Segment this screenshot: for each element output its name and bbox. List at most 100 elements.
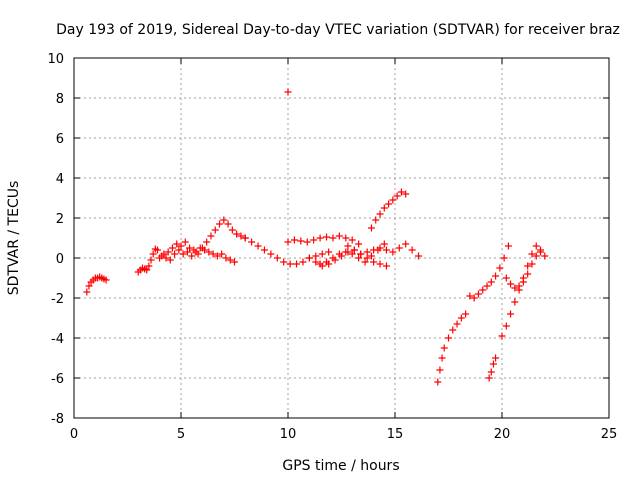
data-point-marker xyxy=(380,204,388,212)
data-point-marker xyxy=(181,238,189,246)
data-point-marker xyxy=(188,252,196,260)
y-tick-label: 0 xyxy=(56,252,64,267)
data-points xyxy=(83,88,549,386)
data-point-marker xyxy=(186,244,194,252)
data-point-marker xyxy=(483,282,491,290)
data-point-marker xyxy=(350,246,358,254)
data-point-marker xyxy=(286,260,294,268)
data-point-marker xyxy=(335,250,343,258)
data-point-marker xyxy=(171,250,179,258)
data-point-marker xyxy=(145,262,153,270)
data-point-marker xyxy=(434,378,442,386)
data-point-marker xyxy=(382,246,390,254)
data-point-marker xyxy=(507,310,515,318)
y-tick-label: -2 xyxy=(51,292,64,307)
data-point-marker xyxy=(220,216,228,224)
data-point-marker xyxy=(207,232,215,240)
data-point-marker xyxy=(342,234,350,242)
data-point-marker xyxy=(436,366,444,374)
data-point-marker xyxy=(389,196,397,204)
data-point-marker xyxy=(203,238,211,246)
data-point-marker xyxy=(192,248,200,256)
series-arc-7 xyxy=(284,232,363,248)
data-point-marker xyxy=(492,272,500,280)
data-point-marker xyxy=(290,236,298,244)
data-point-marker xyxy=(149,250,157,258)
data-point-marker xyxy=(312,252,320,260)
data-point-marker xyxy=(158,252,166,260)
data-point-marker xyxy=(231,258,238,266)
x-tick-label: 25 xyxy=(601,427,618,442)
x-tick-labels: 0 5 10 15 20 25 xyxy=(70,427,617,442)
data-point-marker xyxy=(479,286,487,294)
data-point-marker xyxy=(382,262,390,270)
data-point-marker xyxy=(445,334,452,342)
data-point-marker xyxy=(102,276,110,284)
data-point-marker xyxy=(177,242,185,250)
data-point-marker xyxy=(438,354,446,362)
data-point-marker xyxy=(164,248,172,256)
y-tick-label: 2 xyxy=(56,212,64,227)
data-point-marker xyxy=(226,256,234,264)
data-point-marker xyxy=(273,254,281,262)
y-tick-label: -4 xyxy=(51,332,64,347)
data-point-marker xyxy=(211,226,219,234)
data-point-marker xyxy=(449,326,457,334)
data-point-marker xyxy=(237,232,245,240)
data-point-marker xyxy=(496,264,504,272)
data-point-marker xyxy=(299,258,307,266)
data-point-marker xyxy=(166,256,174,264)
data-point-marker xyxy=(297,237,305,245)
series-arc-4 xyxy=(158,244,238,266)
data-point-marker xyxy=(376,260,384,268)
series-arc-5 xyxy=(241,234,333,268)
data-point-marker xyxy=(487,368,495,376)
data-point-marker xyxy=(532,252,540,260)
data-point-marker xyxy=(318,250,326,258)
data-point-marker xyxy=(485,374,493,382)
data-point-marker xyxy=(515,282,523,290)
data-point-marker xyxy=(487,278,495,286)
data-point-marker xyxy=(183,248,191,256)
data-point-marker xyxy=(241,234,249,242)
data-point-marker xyxy=(415,252,423,260)
data-point-marker xyxy=(385,200,393,208)
data-point-marker xyxy=(213,252,221,260)
data-point-marker xyxy=(408,246,416,254)
data-point-marker xyxy=(248,238,256,246)
data-point-marker xyxy=(376,244,384,252)
data-point-marker xyxy=(312,258,320,266)
data-point-marker xyxy=(224,220,232,228)
data-point-marker xyxy=(537,246,545,254)
data-point-marker xyxy=(532,242,540,250)
y-tick-label: 4 xyxy=(56,172,64,187)
series-arc-14 xyxy=(485,354,500,382)
series-arc-11 xyxy=(367,188,410,232)
series-arc-15 xyxy=(498,242,549,340)
x-tick-label: 15 xyxy=(387,427,404,442)
data-point-marker xyxy=(260,246,268,254)
data-point-marker xyxy=(372,216,380,224)
series-arc-2 xyxy=(134,245,161,276)
data-point-marker xyxy=(393,192,401,200)
data-point-marker xyxy=(83,288,91,296)
series-arc-10 xyxy=(344,240,423,260)
data-point-marker xyxy=(303,238,311,246)
data-point-marker xyxy=(492,354,500,362)
data-point-marker xyxy=(153,246,161,254)
x-tick-label: 5 xyxy=(177,427,185,442)
y-axis-label: SDTVAR / TECUs xyxy=(6,181,22,296)
data-point-marker xyxy=(474,290,482,298)
data-point-marker xyxy=(402,190,410,198)
data-point-marker xyxy=(310,236,318,244)
data-point-marker xyxy=(363,248,371,256)
series-arc-3 xyxy=(156,216,249,262)
data-point-marker xyxy=(528,260,536,268)
data-point-marker xyxy=(502,322,510,330)
data-point-marker xyxy=(470,294,478,302)
data-point-marker xyxy=(284,88,292,96)
data-point-marker xyxy=(305,254,313,262)
data-point-marker xyxy=(466,292,474,300)
data-point-marker xyxy=(335,232,343,240)
